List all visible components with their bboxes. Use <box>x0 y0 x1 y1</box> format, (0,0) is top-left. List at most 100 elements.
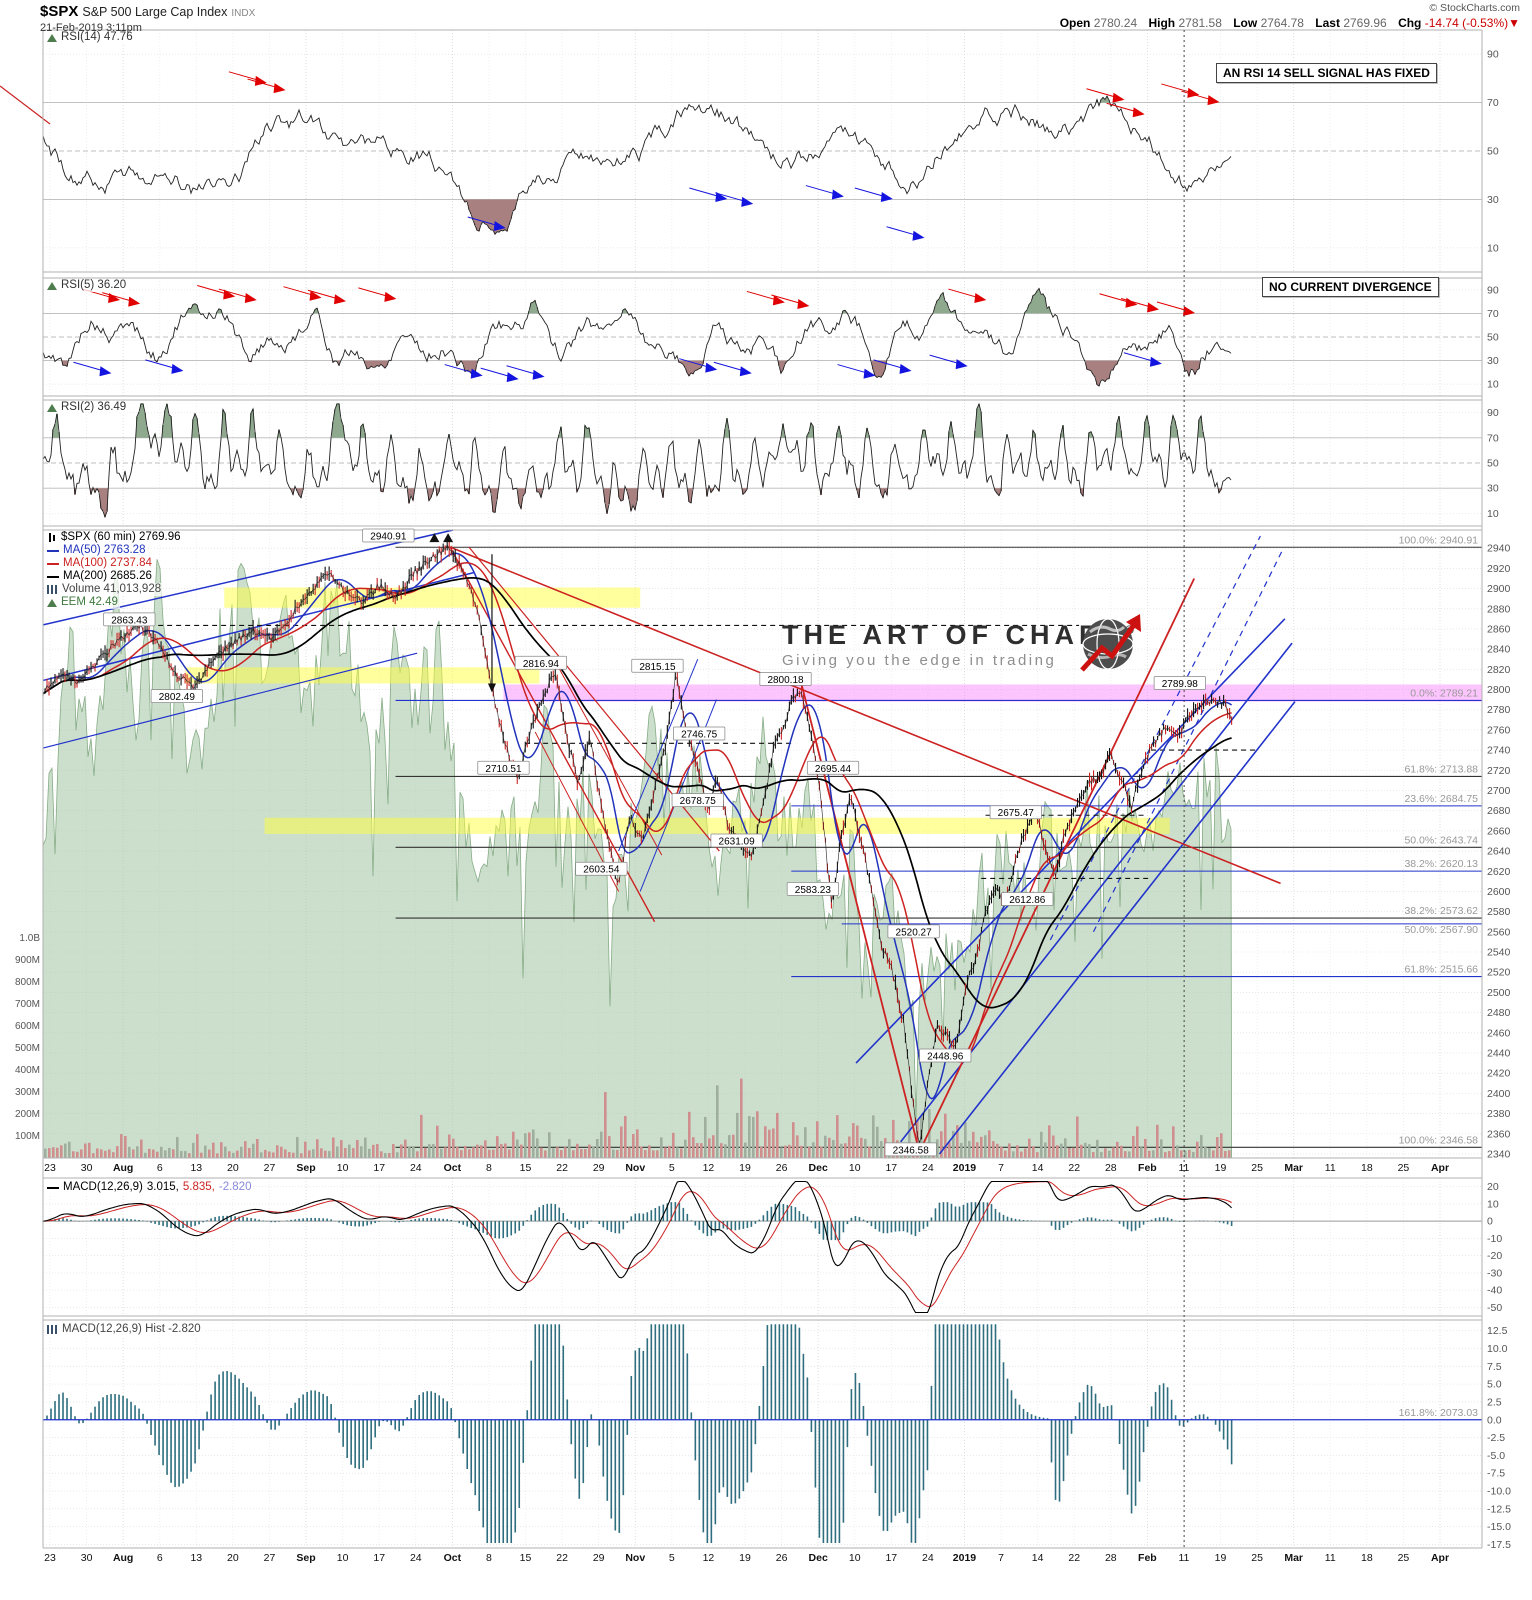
svg-text:10: 10 <box>1487 508 1499 520</box>
svg-text:17: 17 <box>373 1552 385 1564</box>
ma200-legend-label: MA(200) 2685.26 <box>63 570 152 582</box>
svg-text:Dec: Dec <box>809 1162 828 1174</box>
low-value: 2764.78 <box>1260 16 1304 30</box>
macd-legend: MACD(12,26,9) 3.015, 5.835, -2.820 <box>45 1181 254 1194</box>
svg-text:2920: 2920 <box>1487 563 1511 575</box>
hist-legend-label: MACD(12,26,9) Hist -2.820 <box>62 1323 201 1335</box>
svg-text:Feb: Feb <box>1138 1552 1157 1564</box>
svg-text:Sep: Sep <box>296 1162 315 1174</box>
svg-text:-15.0: -15.0 <box>1487 1521 1511 1533</box>
svg-text:61.8%: 2515.66: 61.8%: 2515.66 <box>1404 964 1478 976</box>
svg-text:13: 13 <box>190 1552 202 1564</box>
svg-text:70: 70 <box>1487 308 1499 320</box>
svg-text:2583.23: 2583.23 <box>795 885 832 896</box>
svg-text:10: 10 <box>337 1162 349 1174</box>
svg-text:-7.5: -7.5 <box>1487 1468 1505 1480</box>
svg-text:2420: 2420 <box>1487 1068 1511 1080</box>
svg-text:2940.91: 2940.91 <box>370 532 407 543</box>
svg-text:100M: 100M <box>15 1131 40 1142</box>
svg-text:90: 90 <box>1487 284 1499 296</box>
svg-text:5.0: 5.0 <box>1487 1379 1502 1391</box>
svg-text:Mar: Mar <box>1284 1552 1303 1564</box>
svg-text:2710.51: 2710.51 <box>485 764 522 775</box>
svg-text:2678.75: 2678.75 <box>680 796 717 807</box>
svg-text:2720: 2720 <box>1487 765 1511 777</box>
svg-text:10: 10 <box>337 1552 349 1564</box>
svg-text:2500: 2500 <box>1487 987 1511 999</box>
svg-text:12: 12 <box>703 1552 715 1564</box>
last-label: Last <box>1315 16 1340 30</box>
svg-text:27: 27 <box>264 1162 276 1174</box>
svg-text:50.0%: 2567.90: 50.0%: 2567.90 <box>1404 924 1478 936</box>
ma100-legend-label: MA(100) 2737.84 <box>63 557 152 569</box>
svg-text:-5.0: -5.0 <box>1487 1450 1505 1462</box>
svg-text:15: 15 <box>520 1162 532 1174</box>
svg-text:23.6%: 2684.75: 23.6%: 2684.75 <box>1404 793 1478 805</box>
svg-text:100.0%: 2940.91: 100.0%: 2940.91 <box>1399 534 1479 546</box>
svg-text:2815.15: 2815.15 <box>639 662 676 673</box>
timestamp: 21-Feb-2019 3:11pm <box>40 22 142 34</box>
rsi14-legend: RSI(14) 47.76 <box>45 31 135 44</box>
svg-text:30: 30 <box>1487 355 1499 367</box>
ma200-line-icon <box>47 575 59 578</box>
svg-text:Mar: Mar <box>1284 1162 1303 1174</box>
rsi2-legend-label: RSI(2) 36.49 <box>61 401 127 413</box>
svg-text:70: 70 <box>1487 432 1499 444</box>
ma50-line-icon <box>47 549 59 552</box>
macd-value-3: -2.820 <box>218 1181 252 1193</box>
symbol: $SPX <box>40 3 79 20</box>
svg-text:0: 0 <box>1487 1216 1493 1228</box>
svg-text:-2.5: -2.5 <box>1487 1432 1505 1444</box>
svg-text:Oct: Oct <box>444 1162 462 1174</box>
svg-text:23: 23 <box>44 1552 56 1564</box>
svg-text:25: 25 <box>1398 1552 1410 1564</box>
svg-text:2380: 2380 <box>1487 1108 1511 1120</box>
last-value: 2769.96 <box>1343 16 1387 30</box>
svg-text:17: 17 <box>885 1552 897 1564</box>
svg-text:90: 90 <box>1487 49 1499 61</box>
svg-text:2802.49: 2802.49 <box>159 692 196 703</box>
svg-text:2640: 2640 <box>1487 846 1511 858</box>
svg-text:2480: 2480 <box>1487 1007 1511 1019</box>
svg-text:11: 11 <box>1178 1552 1189 1564</box>
svg-text:8: 8 <box>486 1162 492 1174</box>
svg-text:2440: 2440 <box>1487 1047 1511 1059</box>
svg-text:2520.27: 2520.27 <box>896 927 933 938</box>
svg-text:2.5: 2.5 <box>1487 1396 1502 1408</box>
svg-text:2940: 2940 <box>1487 543 1511 555</box>
ma100-line-icon <box>47 562 59 565</box>
spx-legend-label: $SPX (60 min) 2769.96 <box>61 531 181 543</box>
svg-text:10: 10 <box>1487 1198 1499 1210</box>
svg-text:2660: 2660 <box>1487 825 1511 837</box>
exchange-label: INDX <box>231 8 256 19</box>
rsi14-legend-label: RSI(14) 47.76 <box>61 31 133 43</box>
svg-text:30: 30 <box>81 1162 93 1174</box>
svg-text:-20: -20 <box>1487 1250 1502 1262</box>
svg-text:2540: 2540 <box>1487 947 1511 959</box>
open-label: Open <box>1059 16 1091 30</box>
svg-text:24: 24 <box>410 1162 422 1174</box>
svg-text:2460: 2460 <box>1487 1027 1511 1039</box>
svg-text:10.0: 10.0 <box>1487 1343 1508 1355</box>
svg-text:24: 24 <box>922 1552 934 1564</box>
svg-text:10: 10 <box>1487 379 1499 391</box>
svg-text:7.5: 7.5 <box>1487 1361 1502 1373</box>
svg-text:Nov: Nov <box>625 1162 645 1174</box>
chg-down-icon: ▼ <box>1508 16 1520 30</box>
svg-text:11: 11 <box>1325 1552 1336 1564</box>
svg-text:2820: 2820 <box>1487 664 1511 676</box>
svg-text:2900: 2900 <box>1487 583 1511 595</box>
svg-text:2346.58: 2346.58 <box>893 1145 930 1156</box>
svg-text:5: 5 <box>669 1162 675 1174</box>
rsi5-annotation: NO CURRENT DIVERGENCE <box>1262 277 1439 297</box>
macd-legend-name: MACD(12,26,9) <box>63 1181 143 1193</box>
svg-text:12: 12 <box>703 1162 715 1174</box>
svg-text:28: 28 <box>1105 1162 1117 1174</box>
svg-text:29: 29 <box>593 1162 605 1174</box>
high-label: High <box>1148 16 1176 30</box>
svg-text:24: 24 <box>410 1552 422 1564</box>
svg-text:2600: 2600 <box>1487 886 1511 898</box>
svg-text:11: 11 <box>1325 1162 1336 1174</box>
rsi5-legend-label: RSI(5) 36.20 <box>61 279 127 291</box>
